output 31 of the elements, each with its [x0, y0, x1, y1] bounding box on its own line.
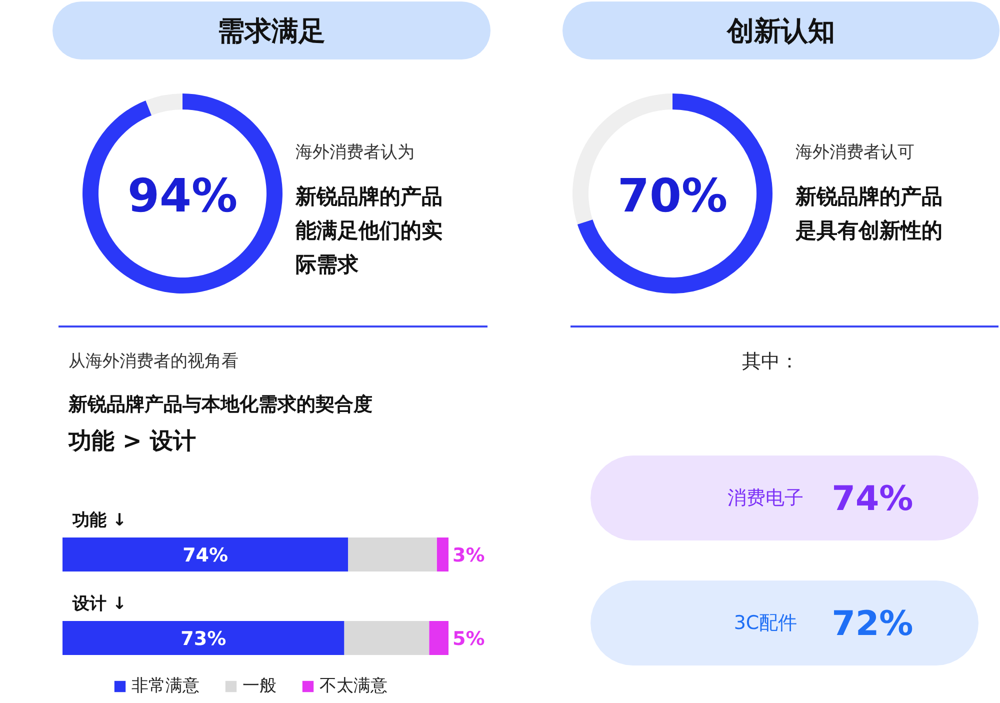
legend-label: 非常满意 [132, 675, 200, 697]
text: 消费电子 [728, 487, 804, 509]
bar [436, 538, 448, 572]
text: 其中： [742, 350, 799, 372]
text: 功能 > 设计 [68, 428, 196, 454]
chart-title: 从海外消费者的视角看 [68, 352, 238, 372]
bar [344, 621, 430, 655]
bar [348, 538, 437, 572]
legend-label: 不太满意 [320, 675, 388, 697]
data-label: 74% [182, 544, 228, 566]
text: 新锐品牌的产品能满足他们的实际需求 [294, 184, 442, 276]
chart-title: 创新认知 [726, 16, 835, 47]
chart-subtitle: 新锐品牌产品与本地化需求的契合度 [68, 394, 372, 416]
text: 74% [832, 479, 914, 519]
text: 海外消费者认为 [296, 142, 414, 162]
data-label: 94% [127, 168, 238, 222]
text: 海外消费者认可 [796, 142, 914, 162]
data-label: 73% [180, 628, 226, 650]
data-label: 3% [452, 544, 485, 566]
chart-title: 需求满足 [218, 16, 326, 47]
y-tick-label: 设计 ↓ [72, 594, 127, 614]
text: 新锐品牌的产品是具有创新性的 [794, 184, 942, 242]
bar [62, 621, 344, 655]
legend-label: 一般 [242, 675, 276, 697]
y-tick-label: 功能 ↓ [72, 510, 127, 530]
text: 72% [832, 604, 914, 644]
text: 3C配件 [734, 612, 798, 634]
data-label: 5% [452, 628, 485, 650]
bar [429, 621, 448, 655]
data-label: 70% [617, 168, 728, 222]
bar [62, 538, 348, 572]
